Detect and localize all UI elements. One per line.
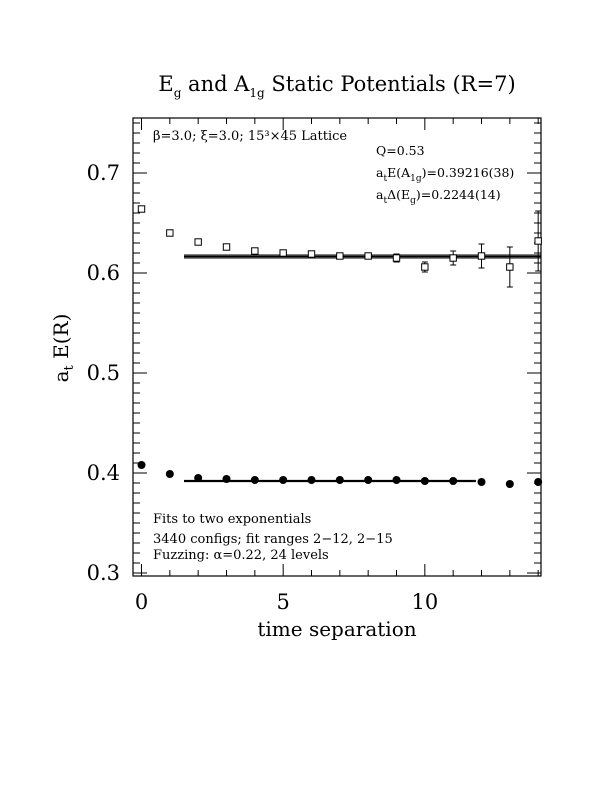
tick-labels: 0 5 10 0.3 0.4 0.5 0.6 0.7 bbox=[87, 161, 439, 614]
chart-title: Eg and A1g Static Potentials (R=7) bbox=[158, 72, 515, 100]
data-point-eg bbox=[477, 252, 486, 260]
data-point-a1g bbox=[534, 478, 543, 486]
lattice-note: β=3.0; ξ=3.0; 15³×45 Lattice bbox=[153, 129, 347, 144]
data-point-eg bbox=[279, 249, 287, 257]
data-point-a1g bbox=[194, 474, 203, 482]
data-point-a1g bbox=[137, 461, 146, 469]
x-tick-label: 0 bbox=[135, 590, 148, 614]
data-point-eg bbox=[336, 252, 344, 260]
fit-note-1: Fits to two exponentials bbox=[153, 512, 311, 527]
a1g-energy: atE(A1g)=0.39216(38) bbox=[376, 165, 514, 184]
data-point-eg bbox=[222, 243, 231, 251]
data-point-a1g bbox=[449, 477, 458, 485]
data-points bbox=[137, 205, 543, 488]
data-point-a1g bbox=[335, 476, 344, 484]
data-point-eg bbox=[421, 263, 429, 271]
data-point-a1g bbox=[420, 477, 429, 485]
y-tick-label: 0.4 bbox=[87, 461, 120, 485]
data-point-a1g bbox=[477, 478, 486, 486]
data-point-eg bbox=[534, 237, 542, 245]
data-point-a1g bbox=[222, 475, 231, 483]
y-tick-label: 0.6 bbox=[87, 261, 120, 285]
data-point-eg bbox=[449, 254, 457, 262]
data-point-a1g bbox=[307, 476, 316, 484]
data-point-eg bbox=[166, 229, 174, 237]
data-point-a1g bbox=[250, 476, 259, 484]
fit-note-2: 3440 configs; fit ranges 2−12, 2−15 bbox=[153, 532, 393, 547]
data-point-eg bbox=[364, 252, 372, 260]
axis-ticks bbox=[133, 118, 541, 576]
data-point-eg bbox=[506, 263, 514, 271]
x-tick-label: 10 bbox=[411, 590, 438, 614]
data-point-a1g bbox=[364, 476, 373, 484]
x-tick-label: 5 bbox=[276, 590, 289, 614]
y-tick-label: 0.5 bbox=[87, 361, 120, 385]
q-value: Q=0.53 bbox=[376, 143, 425, 158]
data-point-eg bbox=[251, 247, 259, 255]
data-point-a1g bbox=[279, 476, 288, 484]
data-point-eg bbox=[137, 205, 146, 213]
x-axis-label: time separation bbox=[257, 617, 416, 641]
plot-frame bbox=[132, 117, 542, 577]
eg-gap: atΔ(Eg)=0.2244(14) bbox=[376, 187, 501, 206]
y-axis-label: at E(R) bbox=[49, 314, 77, 383]
y-tick-label: 0.3 bbox=[87, 561, 120, 585]
y-tick-label: 0.7 bbox=[87, 161, 120, 185]
data-point-a1g bbox=[505, 480, 514, 488]
data-point-eg bbox=[307, 250, 316, 258]
data-point-eg bbox=[392, 254, 401, 262]
fit-lines bbox=[184, 254, 541, 483]
data-point-a1g bbox=[165, 470, 174, 478]
fit-note-3: Fuzzing: α=0.22, 24 levels bbox=[153, 548, 329, 563]
data-point-eg bbox=[194, 238, 202, 246]
data-point-a1g bbox=[392, 476, 401, 484]
